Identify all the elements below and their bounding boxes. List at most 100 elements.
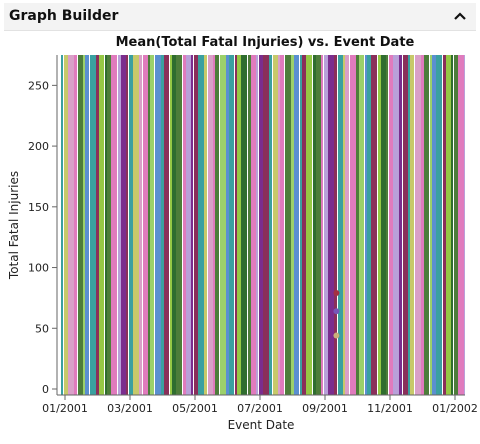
bar <box>393 55 399 395</box>
bar <box>458 55 464 395</box>
y-tick-label: 100 <box>28 262 49 275</box>
bar <box>424 55 429 395</box>
bar <box>436 55 442 395</box>
bar <box>415 55 421 395</box>
chevron-up-icon[interactable] <box>452 7 468 25</box>
bar <box>306 55 312 395</box>
bar <box>170 55 172 395</box>
bar <box>280 55 284 395</box>
bar <box>313 55 316 395</box>
bar <box>111 55 117 395</box>
x-ticks: 01/2001 03/2001 05/2001 07/2001 09/2001 11/20… <box>42 395 478 415</box>
bar <box>74 55 77 395</box>
bar <box>183 55 186 395</box>
bar <box>241 55 247 395</box>
x-tick-label: 05/2001 <box>172 402 218 415</box>
x-axis-label: Event Date <box>228 418 295 432</box>
bar <box>316 55 321 395</box>
bar <box>269 55 272 395</box>
bar <box>105 55 107 395</box>
bar <box>321 55 323 395</box>
bar <box>273 55 278 395</box>
bar <box>191 55 193 395</box>
bar <box>432 55 436 395</box>
bar <box>410 55 414 395</box>
bar <box>121 55 126 395</box>
bar <box>251 55 256 395</box>
bar <box>386 55 388 395</box>
bar <box>389 55 393 395</box>
bar <box>126 55 128 395</box>
bar <box>381 55 386 395</box>
bar <box>164 55 169 395</box>
bar <box>408 55 410 395</box>
bar <box>229 55 234 395</box>
y-tick-label: 150 <box>28 201 49 214</box>
y-tick-label: 200 <box>28 140 49 153</box>
bar <box>278 55 280 395</box>
x-tick-label: 09/2001 <box>302 402 348 415</box>
bar <box>68 55 74 395</box>
bar <box>83 55 85 395</box>
bar <box>256 55 258 395</box>
bar <box>367 55 371 395</box>
x-tick-label: 07/2001 <box>237 402 283 415</box>
x-tick-label: 01/2002 <box>432 402 478 415</box>
bar <box>64 55 68 395</box>
data-point <box>333 332 340 339</box>
bar <box>259 55 263 395</box>
bar <box>451 55 453 395</box>
bar <box>365 55 367 395</box>
bar <box>220 55 226 395</box>
bar <box>235 55 237 395</box>
x-tick-label: 01/2001 <box>42 402 88 415</box>
x-tick-label: 11/2001 <box>367 402 413 415</box>
chart-title: Mean(Total Fatal Injuries) vs. Event Dat… <box>115 35 415 50</box>
bar <box>139 55 142 395</box>
bar <box>99 55 104 395</box>
y-tick-label: 50 <box>35 322 49 335</box>
bar <box>350 55 356 395</box>
bar <box>226 55 229 395</box>
bar <box>446 55 451 395</box>
bar <box>161 55 164 395</box>
bar <box>150 55 154 395</box>
bar <box>338 55 343 395</box>
bar <box>118 55 121 395</box>
bar <box>194 55 198 395</box>
bar <box>133 55 139 395</box>
data-point <box>333 308 340 315</box>
bar <box>359 55 364 395</box>
bar <box>208 55 213 395</box>
bar <box>172 55 176 395</box>
bar <box>186 55 191 395</box>
bar <box>345 55 349 395</box>
bar <box>371 55 377 395</box>
bar <box>324 55 328 395</box>
bar <box>204 55 207 395</box>
data-point <box>333 290 340 297</box>
bar <box>343 55 345 395</box>
bar <box>291 55 294 395</box>
bar <box>90 55 96 395</box>
bar <box>334 55 337 395</box>
bar <box>176 55 182 395</box>
bar <box>237 55 241 395</box>
bar <box>198 55 204 395</box>
bar <box>300 55 302 395</box>
x-tick-label: 03/2001 <box>107 402 153 415</box>
bar <box>421 55 424 395</box>
panel-title: Graph Builder <box>9 8 119 24</box>
bar <box>263 55 269 395</box>
bar <box>155 55 161 395</box>
bar <box>78 55 83 395</box>
bar <box>443 55 446 395</box>
bar <box>403 55 408 395</box>
bar <box>302 55 306 395</box>
bar <box>213 55 215 395</box>
bar <box>294 55 299 395</box>
bar <box>248 55 251 395</box>
bar <box>96 55 99 395</box>
bar <box>215 55 219 395</box>
